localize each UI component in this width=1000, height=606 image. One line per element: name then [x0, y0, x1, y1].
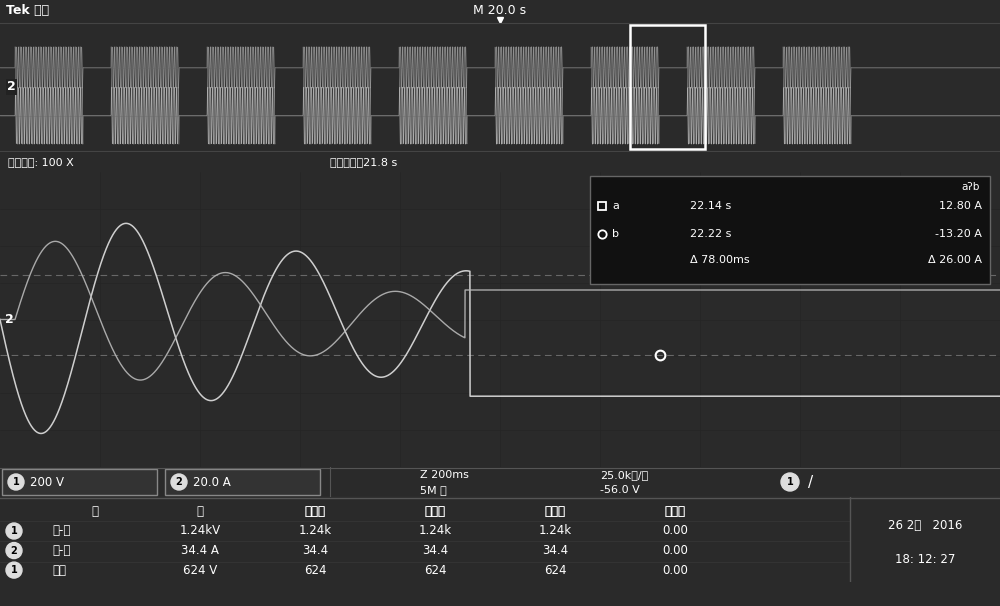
- Text: 5M 点: 5M 点: [420, 485, 447, 495]
- Text: 平均值: 平均值: [304, 505, 326, 518]
- Circle shape: [6, 523, 22, 539]
- Text: -13.20 A: -13.20 A: [935, 229, 982, 239]
- Text: 平均值: 平均值: [304, 505, 326, 518]
- Text: 缩放位置：21.8 s: 缩放位置：21.8 s: [330, 157, 397, 167]
- Text: Tek 预览: Tek 预览: [6, 4, 49, 18]
- Text: 最大值: 最大值: [544, 505, 566, 518]
- Bar: [165, 469, 320, 495]
- Bar: [630, 25, 705, 149]
- Text: 1.24kV: 1.24kV: [179, 525, 221, 538]
- Circle shape: [6, 542, 22, 559]
- Text: 18: 12: 27: 18: 12: 27: [895, 553, 955, 565]
- Circle shape: [171, 474, 187, 490]
- Text: 34.4: 34.4: [422, 544, 448, 557]
- Text: a: a: [612, 201, 619, 211]
- Text: 26 2月   2016: 26 2月 2016: [888, 519, 962, 531]
- Text: 值: 值: [92, 505, 98, 518]
- Text: Z 200ms: Z 200ms: [420, 470, 469, 481]
- Text: 标准差: 标准差: [664, 505, 686, 518]
- Text: 200 V: 200 V: [30, 476, 64, 488]
- Text: 2: 2: [11, 545, 17, 556]
- Text: 1.24k: 1.24k: [298, 525, 332, 538]
- Text: 1: 1: [13, 477, 19, 487]
- Text: Δ 78.00ms: Δ 78.00ms: [690, 255, 750, 265]
- Text: 22.22 s: 22.22 s: [690, 229, 731, 239]
- Text: 最大值: 最大值: [544, 505, 566, 518]
- Text: 1: 1: [11, 565, 17, 575]
- Text: 20.0 A: 20.0 A: [193, 476, 231, 488]
- Text: M 20.0 s: M 20.0 s: [473, 4, 527, 18]
- Text: 12.80 A: 12.80 A: [939, 201, 982, 211]
- Text: 2: 2: [7, 81, 16, 93]
- Text: -56.0 V: -56.0 V: [600, 485, 640, 495]
- Text: 34.4: 34.4: [302, 544, 328, 557]
- Text: 624 V: 624 V: [183, 564, 217, 576]
- Text: 25.0k次/秒: 25.0k次/秒: [600, 470, 648, 481]
- Text: 最小值: 最小值: [424, 505, 446, 518]
- Text: 1.24k: 1.24k: [538, 525, 572, 538]
- Text: 1: 1: [11, 526, 17, 536]
- Circle shape: [781, 473, 799, 491]
- Text: 最大: 最大: [52, 564, 66, 576]
- Text: 缩放系数: 100 X: 缩放系数: 100 X: [8, 157, 74, 167]
- Text: 624: 624: [544, 564, 566, 576]
- Text: 2: 2: [5, 313, 14, 326]
- Text: 624: 624: [304, 564, 326, 576]
- Bar: [2, 469, 157, 495]
- Text: 1.24k: 1.24k: [418, 525, 452, 538]
- Text: aʔb: aʔb: [962, 182, 980, 192]
- Text: 最小值: 最小值: [424, 505, 446, 518]
- Text: 2: 2: [176, 477, 182, 487]
- Text: 值: 值: [196, 505, 204, 518]
- Text: Δ 26.00 A: Δ 26.00 A: [928, 255, 982, 265]
- Text: 34.4 A: 34.4 A: [181, 544, 219, 557]
- Text: 1: 1: [787, 477, 793, 487]
- Circle shape: [6, 562, 22, 578]
- Text: 峰-峰: 峰-峰: [52, 525, 70, 538]
- Text: 624: 624: [424, 564, 446, 576]
- Text: 标准差: 标准差: [664, 505, 686, 518]
- Text: 0.00: 0.00: [662, 525, 688, 538]
- Bar: [590, 176, 990, 284]
- Text: 34.4: 34.4: [542, 544, 568, 557]
- Text: 0.00: 0.00: [662, 564, 688, 576]
- Circle shape: [8, 474, 24, 490]
- Text: /: /: [808, 474, 813, 490]
- Text: 22.14 s: 22.14 s: [690, 201, 731, 211]
- Text: 峰-峰: 峰-峰: [52, 544, 70, 557]
- Text: b: b: [612, 229, 619, 239]
- Text: 0.00: 0.00: [662, 544, 688, 557]
